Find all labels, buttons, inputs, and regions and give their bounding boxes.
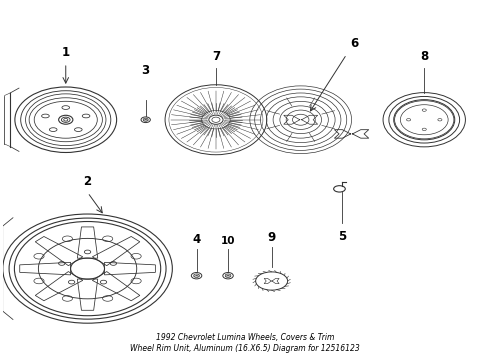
Text: 1992 Chevrolet Lumina Wheels, Covers & Trim: 1992 Chevrolet Lumina Wheels, Covers & T…: [156, 333, 334, 342]
Text: Wheel Rim Unit, Aluminum (16.X6.5) Diagram for 12516123: Wheel Rim Unit, Aluminum (16.X6.5) Diagr…: [130, 344, 360, 353]
Text: 6: 6: [350, 37, 358, 50]
Text: 10: 10: [221, 235, 235, 246]
Text: 8: 8: [420, 50, 428, 63]
Text: 7: 7: [212, 50, 220, 63]
Text: 9: 9: [268, 231, 276, 244]
Text: 2: 2: [83, 175, 92, 188]
Text: 1: 1: [62, 46, 70, 59]
Text: 4: 4: [193, 233, 201, 246]
Text: 3: 3: [142, 64, 150, 77]
Text: 5: 5: [338, 230, 346, 243]
